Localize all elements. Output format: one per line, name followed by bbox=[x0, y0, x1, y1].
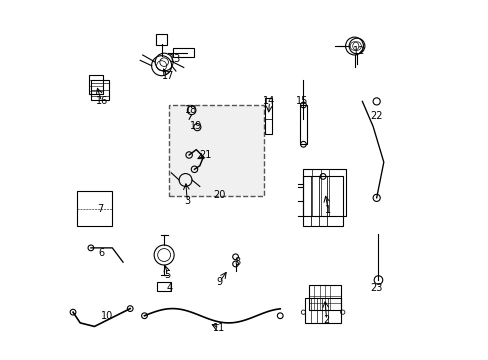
Text: 17: 17 bbox=[161, 71, 174, 81]
Text: 2: 2 bbox=[323, 315, 329, 325]
Text: 11: 11 bbox=[213, 323, 225, 333]
Bar bbox=[77, 191, 112, 226]
Text: 10: 10 bbox=[101, 311, 113, 321]
Text: 5: 5 bbox=[164, 270, 170, 280]
Text: 7: 7 bbox=[97, 203, 103, 213]
Bar bbox=[89, 75, 103, 94]
Text: 19: 19 bbox=[190, 121, 202, 131]
Bar bbox=[264, 98, 271, 134]
Bar bbox=[91, 80, 108, 100]
Bar bbox=[173, 48, 194, 57]
Text: 8: 8 bbox=[234, 257, 240, 267]
Bar bbox=[303, 176, 342, 226]
Bar bbox=[303, 169, 346, 216]
Text: 9: 9 bbox=[216, 277, 222, 287]
Text: 23: 23 bbox=[370, 283, 382, 293]
Text: 18: 18 bbox=[184, 105, 197, 115]
Bar bbox=[157, 282, 171, 291]
Bar bbox=[156, 34, 167, 45]
Text: 4: 4 bbox=[166, 283, 172, 293]
Text: 21: 21 bbox=[199, 150, 211, 160]
Text: 14: 14 bbox=[263, 96, 275, 107]
Text: 3: 3 bbox=[184, 197, 190, 206]
Bar bbox=[169, 105, 264, 196]
Text: 13: 13 bbox=[168, 54, 181, 64]
Text: 20: 20 bbox=[213, 190, 225, 200]
Text: 15: 15 bbox=[295, 96, 307, 107]
Text: 22: 22 bbox=[370, 111, 382, 121]
Text: 16: 16 bbox=[95, 96, 107, 107]
Bar bbox=[308, 285, 340, 310]
Bar bbox=[305, 298, 340, 323]
Text: 12: 12 bbox=[352, 46, 364, 57]
Bar bbox=[299, 105, 306, 144]
Text: 6: 6 bbox=[99, 248, 104, 258]
Text: 1: 1 bbox=[325, 205, 331, 215]
